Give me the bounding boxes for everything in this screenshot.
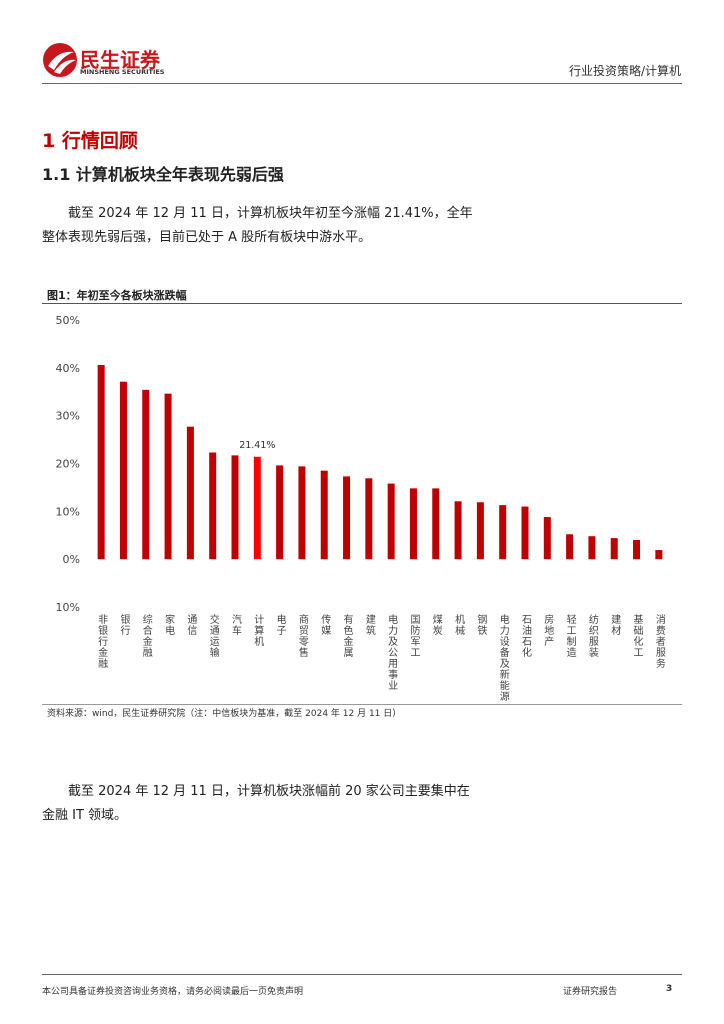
bar	[409, 488, 417, 560]
bar	[97, 364, 105, 560]
bar	[164, 393, 172, 560]
footer-rule	[42, 974, 682, 975]
x-tick-label: 商贸零售	[296, 613, 308, 658]
x-tick-label: 建材	[609, 613, 621, 636]
value-label: 21.41%	[239, 440, 275, 451]
x-tick-label: 电子	[274, 613, 286, 636]
bar	[231, 455, 239, 560]
bar	[298, 466, 306, 560]
y-tick-label: 10%	[56, 505, 80, 518]
source-rule	[42, 704, 682, 705]
y-tick-label: 30%	[56, 410, 80, 423]
x-tick-label: 石油石化	[520, 614, 532, 658]
heading2: 1.1 计算机板块全年表现先弱后强	[42, 165, 284, 184]
caption-rule	[42, 303, 682, 304]
paragraph: 截至 2024 年 12 月 11 日，计算机板块涨幅前 20 家公司主要集中在…	[42, 784, 470, 823]
footer-page: 3	[666, 984, 673, 994]
bar	[655, 550, 663, 560]
bar	[186, 426, 194, 560]
x-tick-label: 纺织服装	[586, 613, 598, 658]
x-tick-label: 传媒	[319, 614, 331, 636]
y-tick-label: 0%	[63, 553, 80, 566]
x-tick-label: 通信	[185, 614, 197, 636]
x-tick-label: 汽车	[230, 613, 242, 636]
bar	[566, 534, 574, 560]
header-rule	[42, 83, 682, 84]
logo-cn: 民生证券	[80, 48, 160, 72]
bar	[276, 465, 284, 560]
bar	[521, 506, 529, 560]
bar	[320, 470, 328, 560]
x-tick-label: 综合金融	[140, 613, 152, 658]
bar	[209, 452, 217, 560]
figure-source: 资料来源：wind，民生证券研究院（注：中信板块为基准，截至 2024 年 12…	[47, 709, 402, 719]
y-tick-label: 20%	[56, 458, 80, 471]
x-tick-label: 轻工制造	[564, 613, 576, 658]
bar	[253, 456, 261, 560]
x-tick-label: 计算机	[252, 613, 264, 647]
bar	[119, 381, 127, 560]
x-tick-label: 建筑	[363, 613, 375, 636]
bar	[543, 517, 551, 560]
x-tick-label: 电力及公用事业	[386, 613, 398, 691]
footer-doc-type: 证券研究报告	[563, 987, 618, 997]
x-tick-label: 机械	[453, 613, 465, 636]
bar	[432, 488, 440, 560]
y-tick-label: 50%	[56, 314, 80, 327]
bar	[499, 505, 507, 560]
figure-caption: 图1：年初至今各板块涨跌幅	[47, 289, 187, 302]
x-tick-label: 银行	[118, 613, 130, 636]
x-tick-label: 钢铁	[475, 613, 487, 636]
x-tick-label: 煤炭	[430, 613, 442, 636]
paragraph: 截至 2024 年 12 月 11 日，计算机板块年初至今涨幅 21.41%，全…	[42, 206, 473, 245]
x-tick-label: 消费者服务	[653, 613, 665, 669]
bar	[588, 536, 596, 560]
x-tick-label: 基础化工	[631, 613, 643, 658]
bar	[142, 389, 150, 560]
bar	[343, 476, 351, 560]
bar	[476, 502, 484, 560]
bar	[365, 478, 373, 560]
footer-disclaimer: 本公司具备证券投资咨询业务资格，请务必阅读最后一页免责声明	[42, 987, 304, 997]
bar	[387, 483, 395, 560]
heading1: 1 行情回顾	[42, 130, 138, 152]
logo-en: MINSHENG SECURITIES	[80, 68, 165, 76]
logo-icon	[43, 43, 77, 77]
chart: 10% 0% 10% 20% 30% 40% 50% 非银行金融 银行 综合金融 家电 通信 交通运输汽…	[56, 314, 666, 702]
x-tick-label: 有色金属	[341, 613, 353, 658]
x-tick-label: 交通运输	[207, 613, 219, 658]
x-tick-label: 家电	[163, 613, 175, 636]
bar	[633, 540, 641, 560]
x-tick-label: 电力设备及新能源	[497, 613, 509, 702]
x-tick-label: 非银行金融	[96, 614, 108, 669]
y-tick-label: 10%	[56, 601, 80, 614]
x-tick-label: 国防军工	[408, 614, 420, 658]
x-tick-label: 房地产	[542, 613, 554, 647]
bar	[454, 501, 462, 560]
header-section: 行业投资策略/计算机	[568, 64, 681, 78]
y-tick-label: 40%	[56, 362, 80, 375]
bar	[610, 538, 618, 560]
